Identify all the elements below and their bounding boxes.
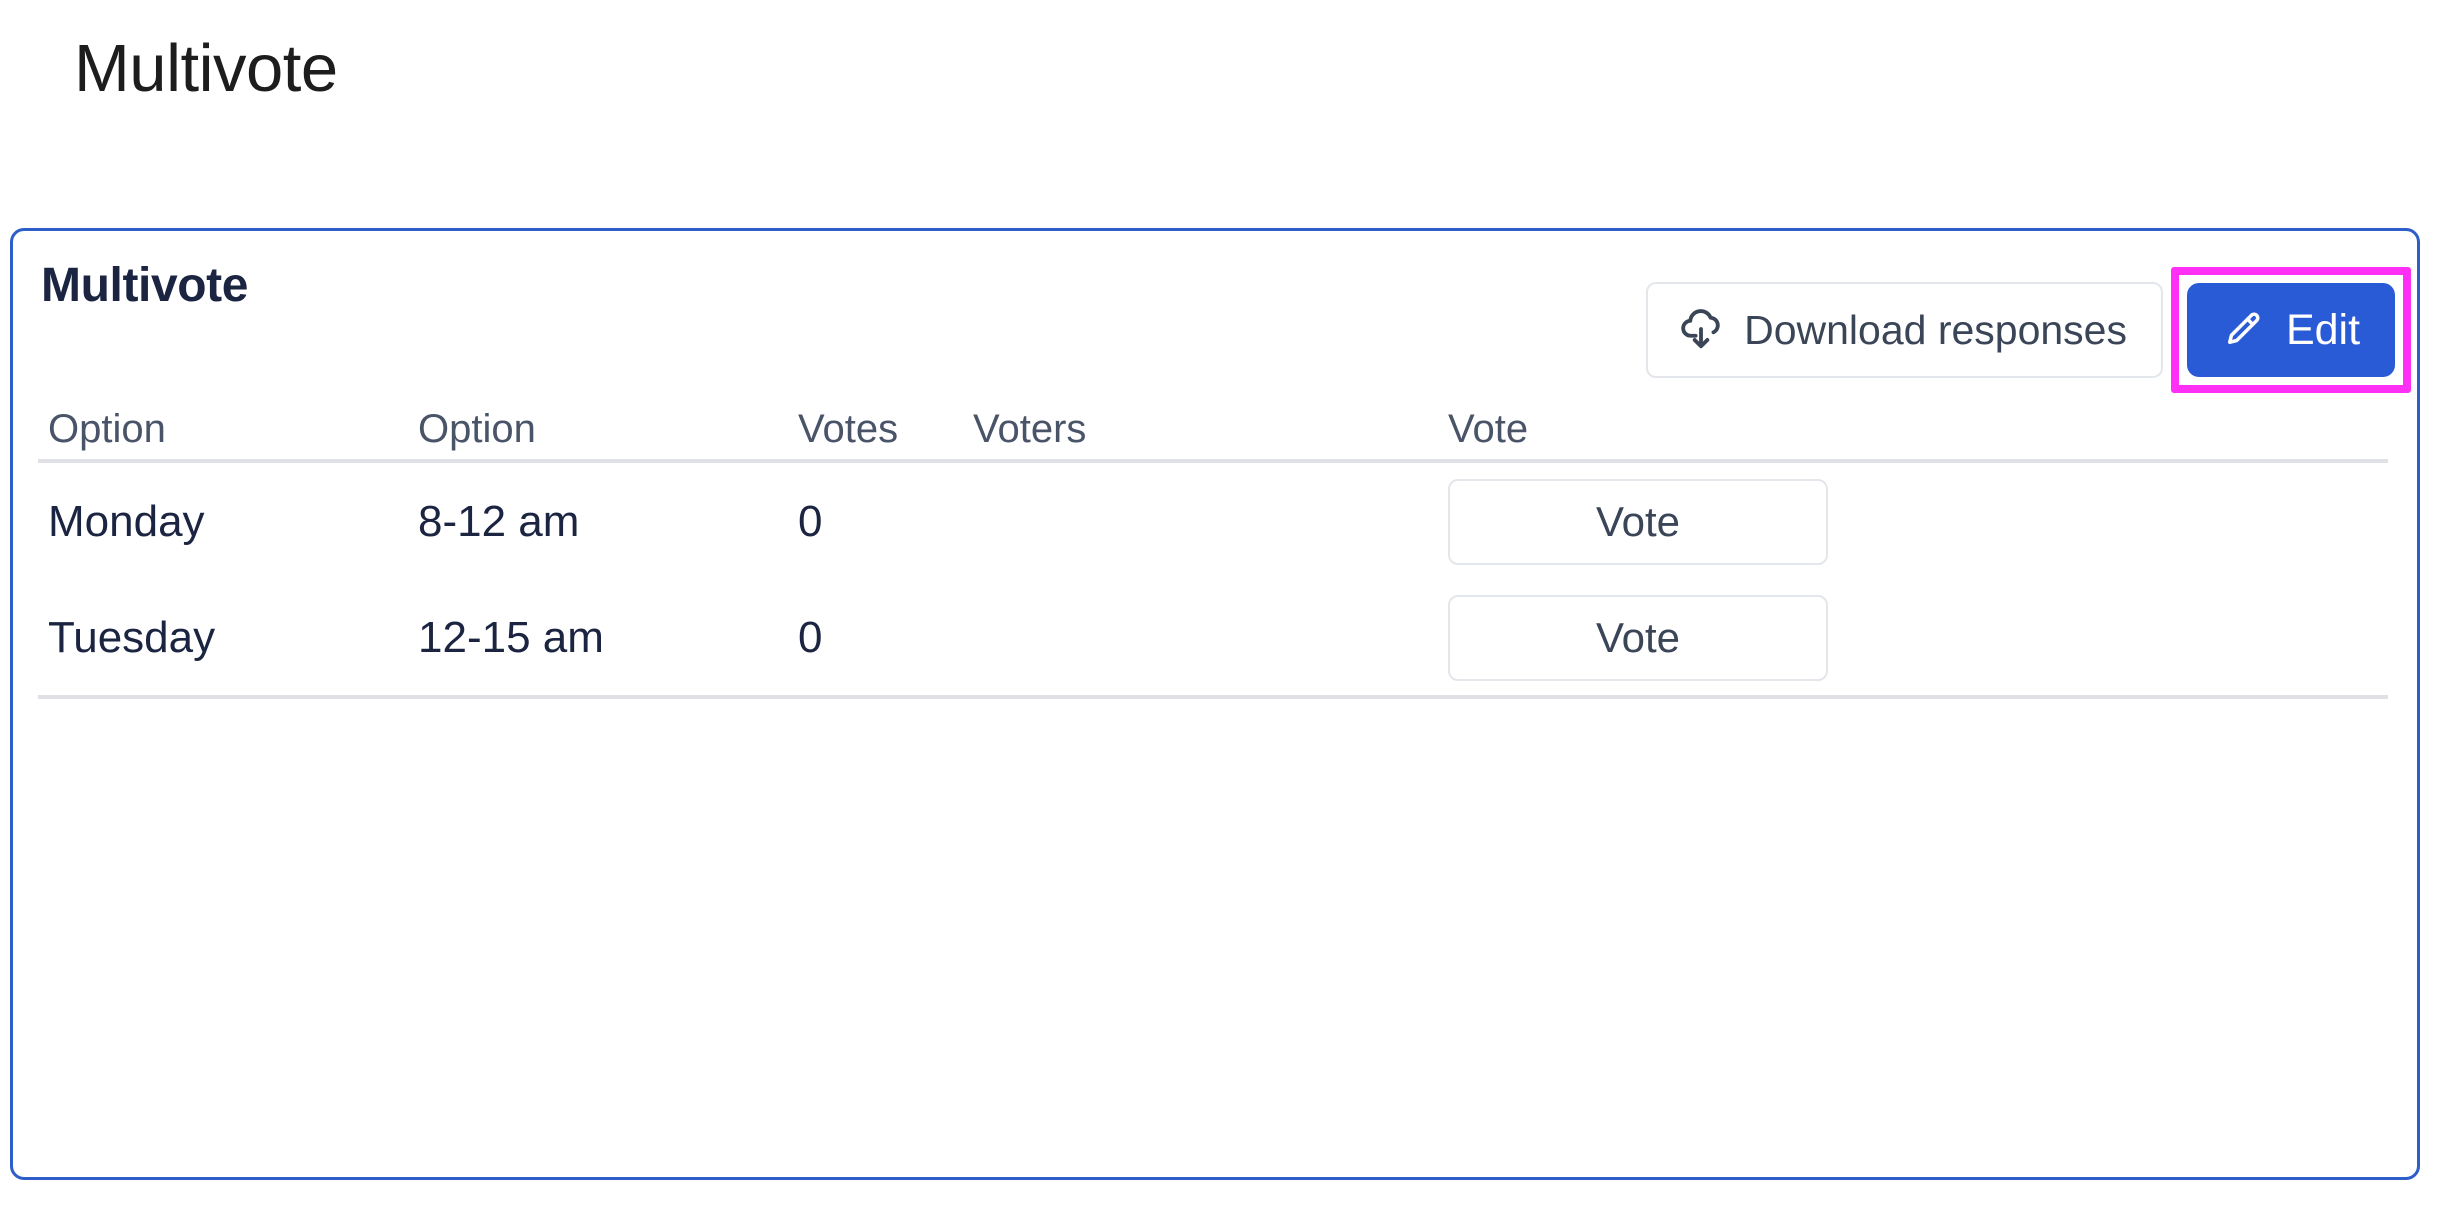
cell-vote-action: Vote [1448, 479, 1828, 565]
vote-button[interactable]: Vote [1448, 479, 1828, 565]
download-responses-button[interactable]: Download responses [1646, 282, 2163, 378]
pencil-icon [2222, 309, 2264, 351]
cell-option-1: Tuesday [48, 613, 216, 662]
cell-option-2: 12-15 am [418, 613, 604, 662]
cloud-download-icon [1678, 307, 1724, 353]
page-title: Multivote [74, 31, 338, 106]
cell-option-2: 8-12 am [418, 497, 580, 546]
table-row: Tuesday 12-15 am 0 Vote [38, 581, 2388, 699]
edit-button-highlight: Edit [2171, 267, 2411, 393]
edit-button-label: Edit [2285, 305, 2361, 354]
column-header-option-2: Option [418, 406, 536, 451]
edit-button[interactable]: Edit [2187, 283, 2395, 377]
vote-button-label: Vote [1595, 614, 1681, 661]
column-header-option-1: Option [48, 406, 166, 451]
table-row: Monday 8-12 am 0 Vote [38, 463, 2388, 581]
card-header-actions: Download responses Edit [1646, 267, 2411, 393]
download-responses-label: Download responses [1744, 306, 2127, 353]
cell-votes: 0 [798, 613, 823, 662]
card-header: Multivote Download responses [13, 231, 2417, 393]
cell-option-1: Monday [48, 497, 205, 546]
card-title: Multivote [41, 259, 249, 312]
column-header-voters: Voters [973, 406, 1087, 451]
multivote-card: Multivote Download responses [10, 228, 2420, 1180]
vote-button[interactable]: Vote [1448, 595, 1828, 681]
table-header-row: Option Option Votes Voters Vote [38, 399, 2388, 463]
cell-vote-action: Vote [1448, 595, 1828, 681]
options-table: Option Option Votes Voters Vote Monday 8… [38, 399, 2388, 699]
cell-votes: 0 [798, 497, 823, 546]
column-header-vote: Vote [1448, 406, 1529, 451]
vote-button-label: Vote [1595, 498, 1681, 545]
column-header-votes: Votes [798, 406, 899, 451]
